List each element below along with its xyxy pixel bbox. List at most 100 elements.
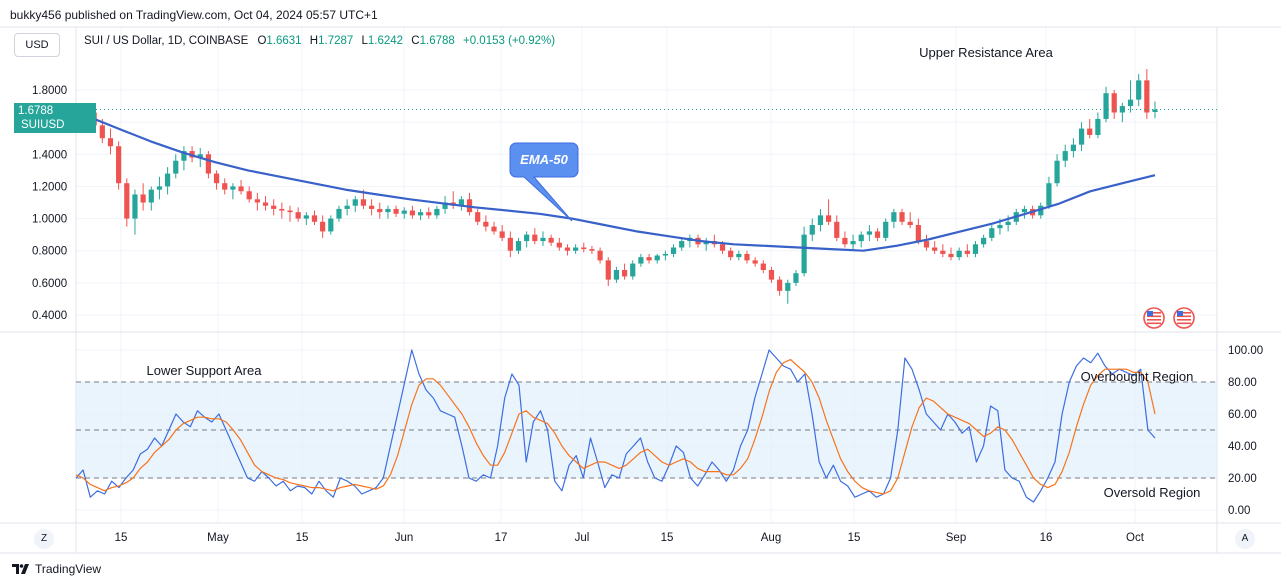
candle-body bbox=[507, 237, 513, 251]
stoch-tick-label: 20.00 bbox=[1228, 473, 1257, 485]
candle bbox=[124, 178, 130, 227]
candle bbox=[393, 205, 399, 217]
candle-body bbox=[719, 244, 726, 251]
candle bbox=[1087, 118, 1093, 139]
candle bbox=[320, 215, 326, 238]
candle-body bbox=[932, 247, 938, 251]
flag-stripe bbox=[1177, 322, 1191, 325]
candle-body bbox=[768, 270, 775, 280]
candle bbox=[442, 196, 448, 214]
candle-body bbox=[621, 270, 628, 277]
candle-body bbox=[825, 215, 832, 222]
candle bbox=[426, 207, 432, 219]
candle-body bbox=[458, 199, 464, 206]
candle bbox=[165, 167, 171, 195]
candle-body bbox=[181, 151, 187, 161]
tradingview-logo[interactable]: TradingView bbox=[12, 562, 101, 576]
candle bbox=[279, 202, 285, 219]
candle bbox=[817, 208, 824, 232]
stoch-tick-label: 40.00 bbox=[1228, 441, 1257, 453]
candle-body bbox=[205, 154, 212, 174]
candle-body bbox=[858, 234, 864, 242]
ema-50-line bbox=[85, 114, 1156, 252]
auto-scale-button[interactable]: A bbox=[1235, 529, 1255, 549]
candle bbox=[948, 247, 954, 261]
stoch-k-line bbox=[75, 349, 1156, 503]
candle-body bbox=[891, 212, 897, 222]
stoch-d-line bbox=[75, 359, 1156, 495]
candle bbox=[336, 205, 342, 222]
candle bbox=[1021, 205, 1028, 219]
candle-body bbox=[246, 191, 252, 200]
candle-body bbox=[817, 215, 824, 225]
flag-canton bbox=[1147, 311, 1153, 316]
candle-body bbox=[793, 273, 799, 283]
candle-body bbox=[230, 186, 236, 190]
candle-body bbox=[679, 241, 685, 248]
candle bbox=[883, 218, 889, 242]
candle bbox=[801, 226, 807, 277]
candle bbox=[230, 183, 236, 200]
ema-callout-bubble bbox=[509, 142, 579, 222]
candle-body bbox=[1127, 99, 1134, 107]
candle-body bbox=[597, 250, 603, 261]
candle-body bbox=[254, 199, 260, 203]
candle bbox=[238, 180, 244, 195]
candle bbox=[377, 202, 383, 219]
last-price-tag: 1.6788 SUIUSD 19:02:56 bbox=[14, 103, 96, 145]
candle bbox=[116, 141, 122, 190]
candle bbox=[858, 231, 864, 248]
candle-body bbox=[287, 210, 293, 213]
candle-body bbox=[646, 257, 652, 261]
candle bbox=[573, 244, 579, 254]
candle-body bbox=[311, 215, 318, 222]
bar-countdown: 19:02:56 bbox=[18, 133, 63, 145]
candle-body bbox=[956, 250, 962, 258]
flag-stripe bbox=[1147, 312, 1161, 314]
candle-body bbox=[352, 199, 358, 206]
candle bbox=[850, 234, 856, 251]
candle bbox=[793, 270, 799, 287]
candle-body bbox=[295, 212, 301, 219]
candle bbox=[434, 205, 440, 219]
candle bbox=[352, 196, 358, 213]
candle bbox=[687, 234, 693, 248]
zoom-button[interactable]: Z bbox=[34, 529, 54, 549]
candle-body bbox=[344, 205, 350, 209]
candle-body bbox=[369, 205, 375, 209]
price-tick-label: 0.8000 bbox=[32, 246, 67, 258]
candle bbox=[825, 199, 832, 225]
candle bbox=[311, 210, 318, 225]
candle bbox=[932, 241, 938, 254]
candle bbox=[369, 199, 375, 216]
candle-body bbox=[336, 208, 342, 219]
flag-stripe bbox=[1177, 312, 1191, 314]
currency-button[interactable]: USD bbox=[14, 33, 60, 57]
candle bbox=[205, 151, 212, 179]
symbol-title[interactable]: SUI / US Dollar, 1D, COINBASE bbox=[84, 35, 249, 47]
candle-body bbox=[972, 244, 979, 254]
time-tick-label: Aug bbox=[761, 532, 781, 544]
price-tick-label: 0.4000 bbox=[32, 310, 67, 322]
candle-body bbox=[222, 183, 228, 190]
candle-body bbox=[1038, 205, 1044, 216]
candle bbox=[940, 244, 946, 258]
ema-callout-label: EMA-50 bbox=[520, 152, 568, 167]
candle-body bbox=[997, 225, 1003, 229]
candle bbox=[613, 266, 620, 283]
candle-body bbox=[385, 208, 391, 213]
candle bbox=[736, 250, 742, 261]
candle bbox=[107, 128, 114, 155]
candle bbox=[768, 266, 775, 283]
candle bbox=[303, 212, 309, 225]
us-flag-event-icon bbox=[1173, 307, 1195, 329]
candle bbox=[1046, 176, 1052, 209]
price-tick-label: 1.8000 bbox=[32, 85, 67, 97]
stoch-band bbox=[76, 381, 1217, 479]
candle-body bbox=[1021, 208, 1028, 213]
candle-body bbox=[1111, 93, 1117, 113]
candle-body bbox=[271, 205, 277, 209]
candle bbox=[385, 205, 391, 219]
